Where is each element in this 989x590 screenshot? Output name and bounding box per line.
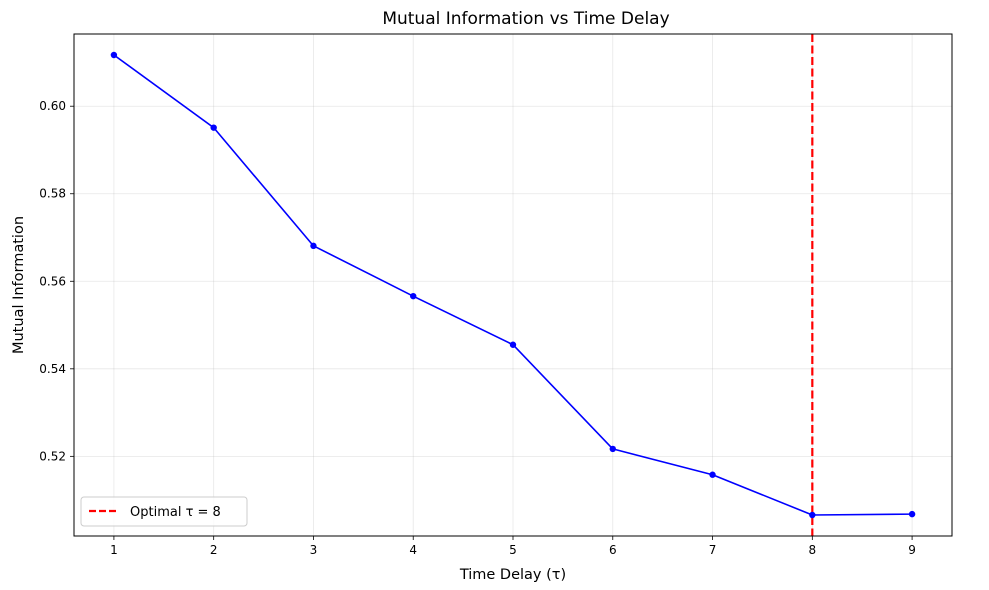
y-tick-label: 0.54 (39, 362, 66, 376)
data-point (410, 292, 417, 300)
x-axis-label: Time Delay (τ) (459, 567, 566, 583)
data-point (908, 510, 916, 518)
legend-label: Optimal τ = 8 (130, 505, 221, 520)
data-point (110, 51, 118, 59)
y-tick-label: 0.52 (39, 449, 66, 463)
data-point (210, 124, 217, 131)
x-tick-label: 6 (609, 543, 617, 557)
x-tick-label: 9 (908, 543, 916, 557)
data-point (609, 445, 616, 453)
x-tick-label: 5 (509, 543, 517, 557)
data-point (310, 242, 317, 250)
x-tick-label: 7 (709, 543, 717, 557)
chart-title: Mutual Information vs Time Delay (382, 9, 669, 29)
x-tick-label: 2 (210, 543, 218, 557)
data-point (509, 341, 517, 348)
x-tick-label: 3 (310, 543, 318, 557)
x-tick-label: 1 (110, 543, 118, 557)
series-group (110, 51, 916, 519)
y-tick-label: 0.56 (39, 274, 66, 288)
legend: Optimal τ = 8 (80, 496, 248, 527)
data-point (809, 511, 816, 519)
x-tick-label: 4 (409, 543, 417, 557)
y-axis-label: Mutual Information (11, 216, 27, 354)
x-ticks: 1 2 3 4 5 6 7 8 9 (110, 536, 916, 557)
legend-box (80, 496, 248, 527)
y-tick-label: 0.58 (39, 187, 66, 201)
y-ticks: 0.52 0.54 0.56 0.58 0.60 (39, 99, 74, 463)
data-point (709, 471, 716, 478)
x-tick-label: 8 (808, 543, 816, 557)
y-tick-label: 0.60 (39, 99, 66, 113)
